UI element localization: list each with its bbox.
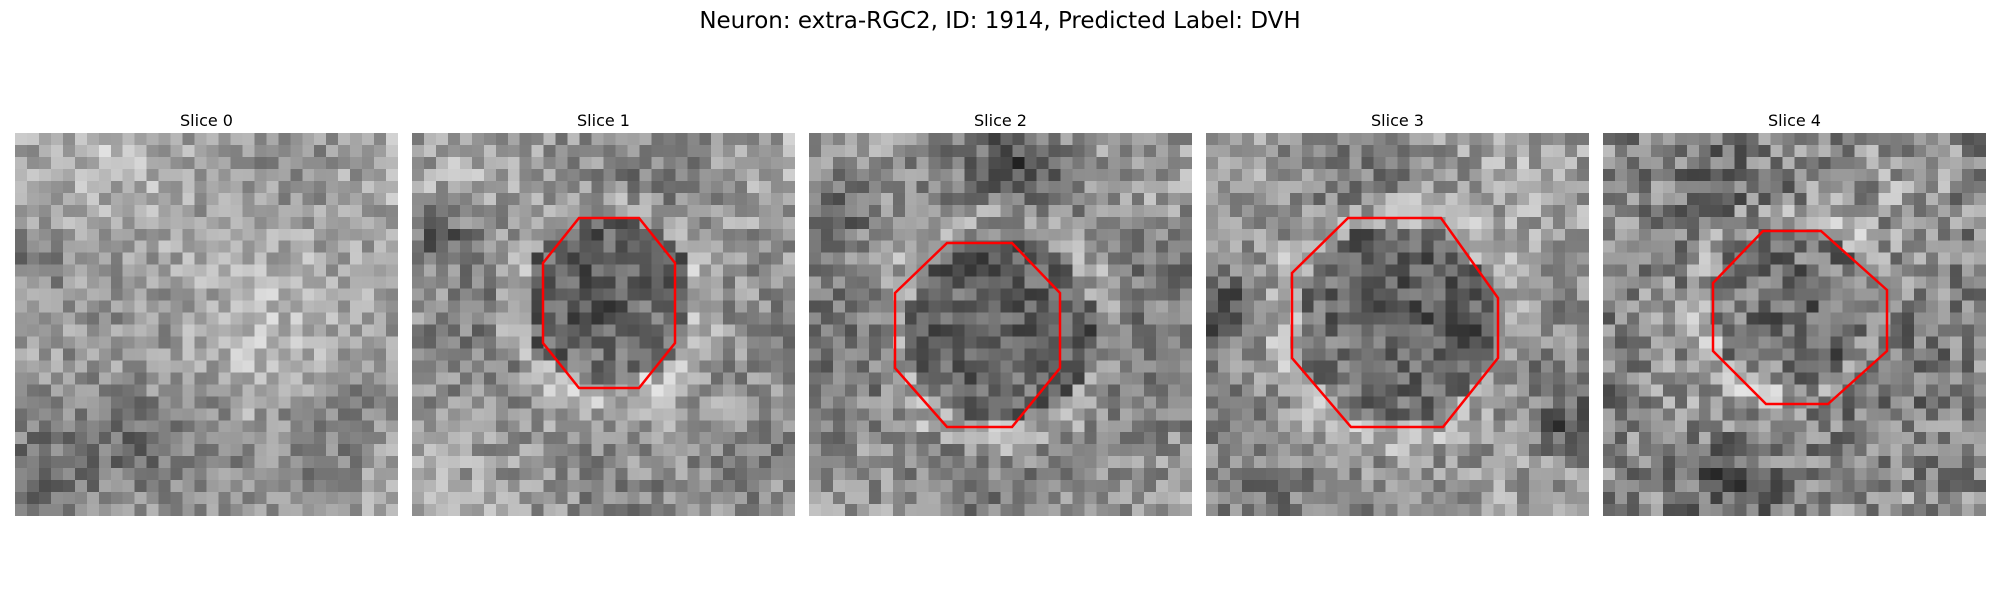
- slice-panel-1: Slice 1: [412, 109, 795, 516]
- slice-image: [15, 133, 398, 516]
- slice-panel-3: Slice 3: [1206, 109, 1589, 516]
- slice-title: Slice 2: [974, 111, 1027, 130]
- slice-panel-0: Slice 0: [15, 109, 398, 516]
- figure-title: Neuron: extra-RGC2, ID: 1914, Predicted …: [699, 8, 1301, 34]
- slice-title: Slice 4: [1768, 111, 1821, 130]
- slice-image: [809, 133, 1192, 516]
- slice-image: [412, 133, 795, 516]
- slice-panel-4: Slice 4: [1603, 109, 1986, 516]
- slice-title: Slice 0: [180, 111, 233, 130]
- slice-title: Slice 3: [1371, 111, 1424, 130]
- slice-image: [1206, 133, 1589, 516]
- slice-panel-2: Slice 2: [809, 109, 1192, 516]
- slice-image: [1603, 133, 1986, 516]
- slice-title: Slice 1: [577, 111, 630, 130]
